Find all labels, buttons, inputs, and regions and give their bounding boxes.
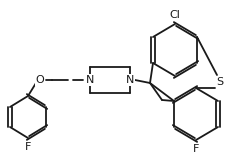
- Text: N: N: [86, 75, 94, 85]
- Text: F: F: [25, 142, 31, 152]
- Text: N: N: [126, 75, 134, 85]
- Text: Cl: Cl: [169, 10, 180, 20]
- Text: S: S: [217, 77, 223, 87]
- Text: F: F: [193, 144, 199, 154]
- Text: O: O: [36, 75, 44, 85]
